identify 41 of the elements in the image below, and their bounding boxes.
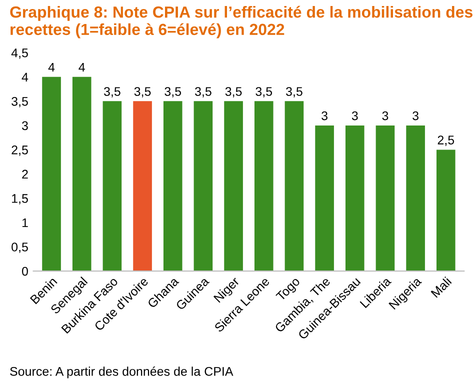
x-tick-label: Togo [276,276,302,304]
y-tick-label: 0 [22,266,28,276]
bar [163,101,182,272]
bar [194,101,213,272]
y-tick-label: 1 [22,218,28,228]
data-label: 3 [382,111,388,120]
y-tick-label: 1,5 [12,194,28,204]
chart-title: Graphique 8: Note CPIA sur l’efficacité de la mobilisation des recettes (1=faible à 6=élevé) en 2022 [10,6,472,38]
bar [315,125,334,272]
data-label: 3,5 [225,87,242,98]
bar [42,76,61,272]
data-label: 3 [412,111,418,120]
bar [376,125,395,272]
bar [72,76,92,272]
y-tick-label: 3 [22,121,28,130]
data-label: 3,5 [104,87,120,98]
y-tick-label: 0,5 [12,242,28,253]
y-tick-label: 3,5 [12,96,28,108]
data-label: 4 [48,62,55,72]
source-note: Source: A partir des données de la CPIA [10,366,234,378]
data-label: 2,5 [438,136,454,146]
y-tick-label: 2 [22,170,28,179]
y-tick-label: 2,5 [12,146,28,156]
bar [284,101,304,272]
bar [254,101,274,272]
bar [406,125,425,272]
data-label: 3,5 [164,87,182,98]
data-label: 3,5 [134,87,151,98]
bar [224,101,243,272]
y-tick-label: 4 [22,72,28,82]
y-tick-label: 4,5 [11,48,28,59]
data-label: 3,5 [256,87,272,98]
bar [102,101,122,272]
data-label: 3,5 [194,87,212,98]
data-label: 4 [78,62,85,72]
bar [436,150,456,272]
bar [345,125,364,272]
data-label: 3,5 [286,87,302,98]
data-label: 3 [352,111,358,120]
data-label: 3 [322,111,328,120]
bar [133,101,152,272]
